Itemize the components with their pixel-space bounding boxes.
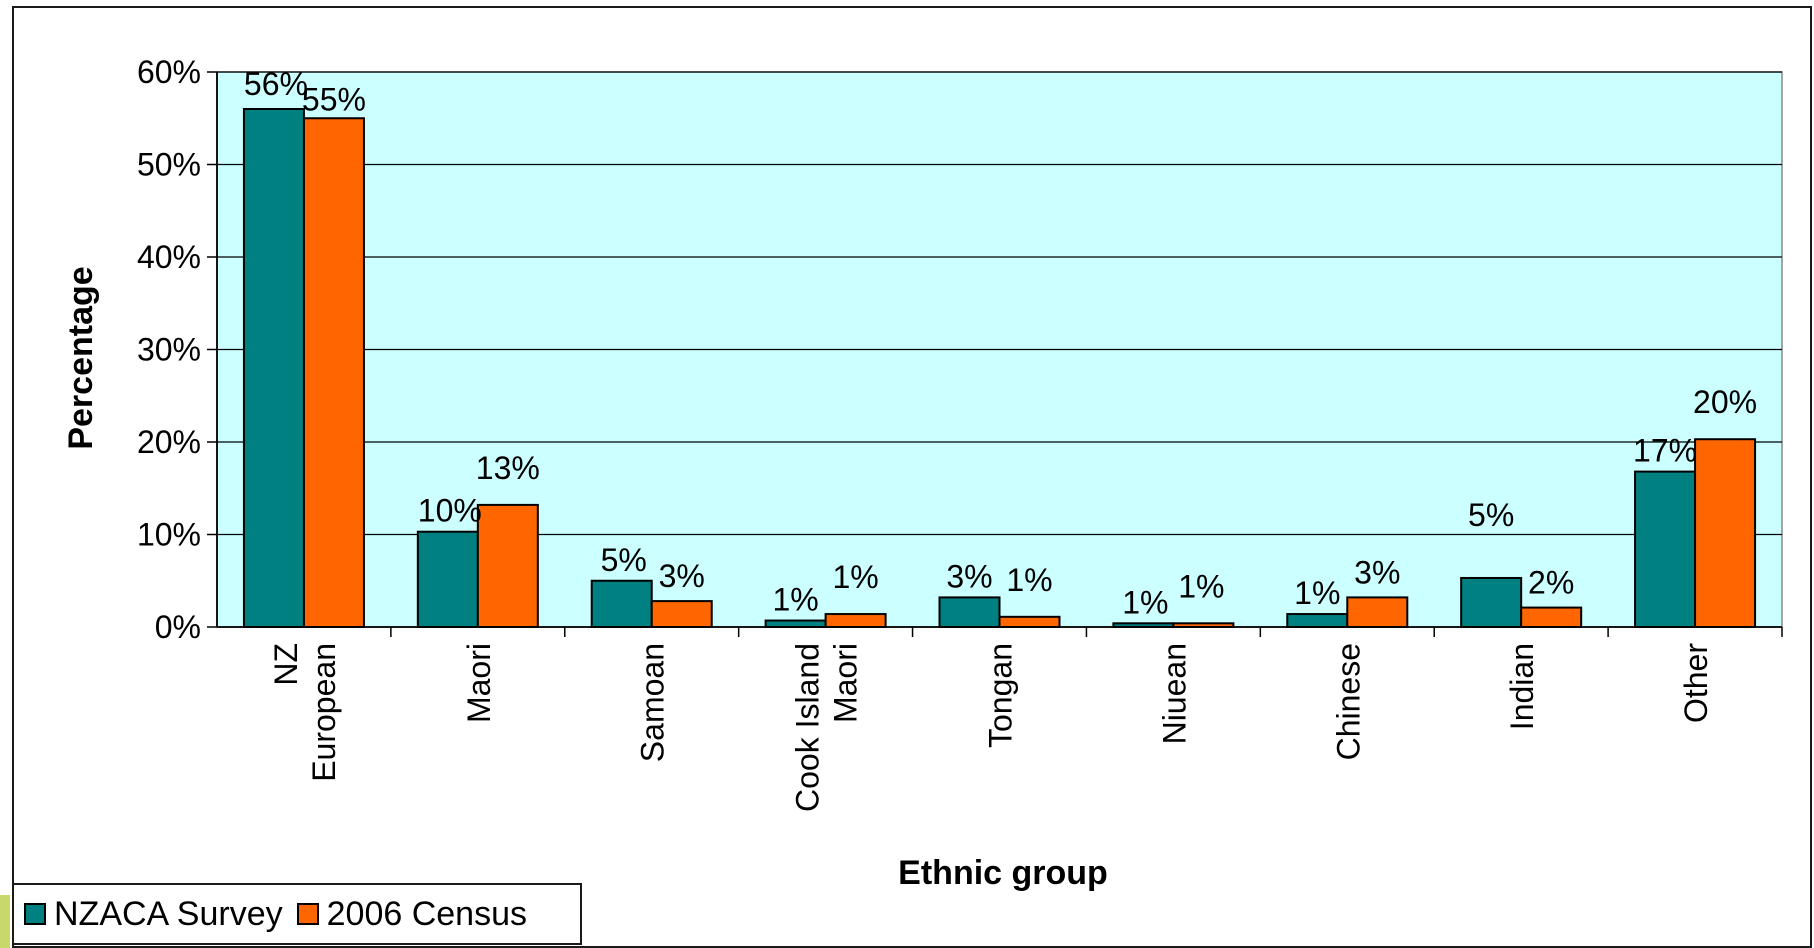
data-label-nzaca-survey: 5%	[1468, 497, 1514, 533]
x-category-label: Niuean	[1156, 643, 1192, 744]
bar-nzaca-survey	[1460, 576, 1523, 628]
data-label-nzaca-survey: 3%	[946, 558, 992, 594]
data-label-nzaca-survey: 1%	[1122, 584, 1168, 620]
bar-2006-census	[1346, 596, 1409, 629]
bar-2006-census	[998, 615, 1061, 629]
data-label-2006-census: 13%	[476, 450, 540, 486]
y-tick-label: 50%	[137, 147, 201, 183]
data-label-2006-census: 1%	[1178, 568, 1224, 604]
data-label-2006-census: 3%	[659, 558, 705, 594]
bar-nzaca-survey	[1286, 613, 1349, 628]
bar-nzaca-survey	[1112, 622, 1175, 628]
legend-label-series-1: NZACA Survey	[54, 894, 283, 933]
data-label-2006-census: 20%	[1693, 384, 1757, 420]
data-label-2006-census: 2%	[1528, 565, 1574, 601]
data-label-nzaca-survey: 1%	[772, 582, 818, 618]
y-tick-label: 10%	[137, 517, 201, 553]
data-label-2006-census: 1%	[832, 559, 878, 595]
x-category-label: Tongan	[983, 643, 1019, 748]
bar-2006-census	[1172, 622, 1235, 628]
x-category-label: Other	[1678, 643, 1714, 723]
data-label-nzaca-survey: 5%	[601, 542, 647, 578]
legend: NZACA Survey 2006 Census	[12, 883, 582, 945]
bar-nzaca-survey	[590, 579, 653, 628]
bar-2006-census	[650, 600, 713, 628]
y-tick-label: 30%	[137, 332, 201, 368]
data-label-2006-census: 3%	[1354, 554, 1400, 590]
legend-label-series-2: 2006 Census	[326, 894, 527, 933]
x-category-label: Maori	[828, 643, 864, 723]
bar-2006-census	[302, 117, 365, 628]
data-label-nzaca-survey: 17%	[1633, 433, 1697, 469]
bar-nzaca-survey	[1634, 470, 1697, 628]
bar-nzaca-survey	[938, 596, 1001, 629]
x-category-label: Samoan	[635, 643, 671, 762]
data-label-nzaca-survey: 56%	[244, 66, 308, 102]
bar-2006-census	[476, 503, 539, 628]
x-category-label: Cook Island	[790, 643, 826, 812]
decorative-edge	[0, 895, 10, 948]
x-category-label: NZ	[268, 643, 304, 686]
bar-nzaca-survey	[764, 619, 827, 629]
x-category-label: Indian	[1504, 643, 1540, 730]
data-label-2006-census: 55%	[302, 81, 366, 117]
y-tick-label: 40%	[137, 239, 201, 275]
x-axis-title: Ethnic group	[898, 854, 1108, 892]
legend-item-series-2: 2006 Census	[296, 894, 527, 934]
bar-2006-census	[1520, 606, 1583, 629]
bar-2006-census	[1694, 438, 1757, 628]
bar-nzaca-survey	[242, 108, 305, 628]
data-label-2006-census: 1%	[1006, 562, 1052, 598]
legend-swatch-series-1	[24, 903, 46, 925]
y-axis-title: Percentage	[62, 266, 100, 449]
x-category-label: European	[306, 643, 342, 782]
y-tick-label: 60%	[137, 54, 201, 90]
y-tick-label: 0%	[155, 609, 201, 645]
data-label-nzaca-survey: 1%	[1294, 575, 1340, 611]
y-tick-label: 20%	[137, 424, 201, 460]
bar-nzaca-survey	[416, 530, 479, 628]
x-category-label: Maori	[461, 643, 497, 723]
bar-2006-census	[824, 613, 887, 628]
legend-swatch-series-2	[296, 903, 319, 925]
data-label-nzaca-survey: 10%	[418, 493, 482, 529]
x-category-label: Chinese	[1330, 643, 1366, 760]
legend-item-series-1: NZACA Survey	[24, 895, 283, 934]
